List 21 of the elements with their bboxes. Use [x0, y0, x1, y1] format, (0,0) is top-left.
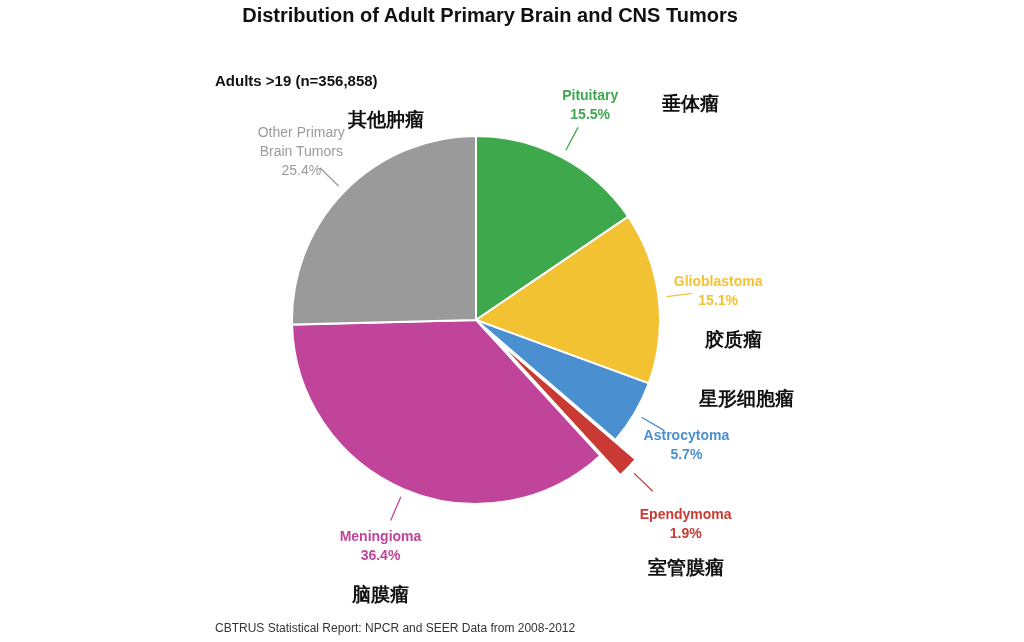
text: 星形细胞瘤: [698, 387, 794, 409]
chart-subtitle: Adults >19 (n=356,858): [215, 72, 378, 89]
slice-label: Meningioma: [339, 527, 422, 544]
slice-label: Glioblastoma: [673, 273, 763, 290]
text: 脑膜瘤: [352, 583, 409, 605]
data-label: 1.9%: [669, 525, 703, 542]
text: CBTRUS Statistical Report: NPCR and SEER Data from 2008-2012: [215, 621, 576, 635]
text: 胶质瘤: [704, 329, 762, 351]
data-label: 25.4%: [281, 161, 322, 178]
text: 其他肿瘤: [348, 108, 425, 130]
slice-label: Pituitary: [562, 87, 619, 104]
text: 垂体瘤: [661, 93, 719, 115]
chart-title: Distribution of Adult Primary Brain and CNS Tumors: [242, 4, 738, 26]
legend-label: Ependymoma: [639, 506, 732, 523]
data-label: 36.4%: [360, 546, 401, 563]
text: 室管膜瘤: [647, 557, 724, 579]
slice-label: Other Primary Brain Tumors: [257, 123, 345, 159]
data-label: 15.5%: [570, 106, 611, 123]
data-label: 15.1%: [698, 292, 739, 309]
slice-label: Astrocytoma: [643, 426, 730, 443]
data-label: 5.7%: [670, 445, 703, 462]
